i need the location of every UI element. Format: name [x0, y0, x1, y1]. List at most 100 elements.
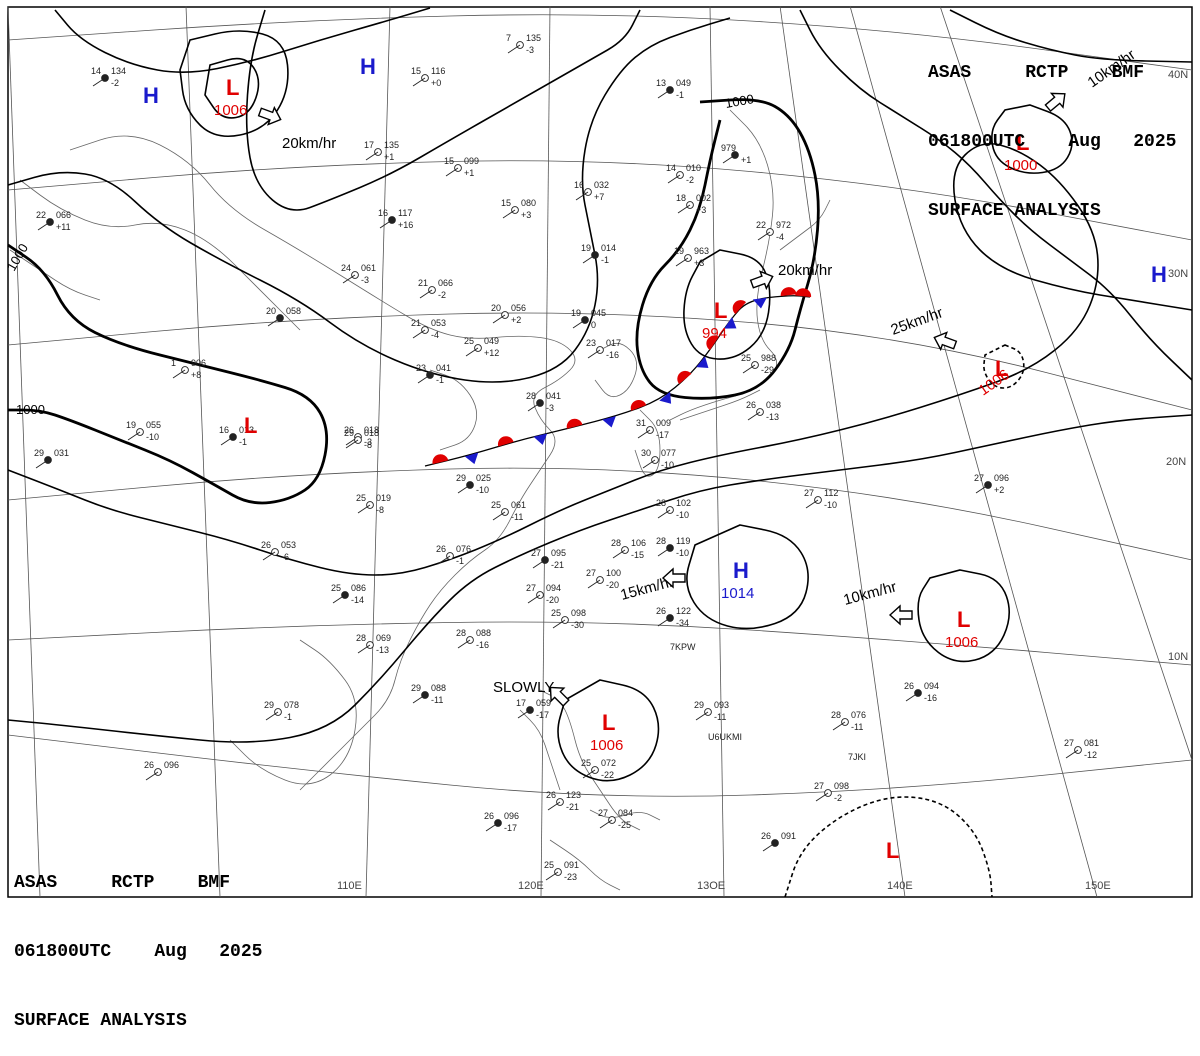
station-tendency: +1	[741, 155, 751, 165]
wind-barb	[379, 219, 393, 229]
station-pressure: 099	[464, 156, 479, 166]
station-tendency: +16	[398, 220, 413, 230]
station-temp: 25	[356, 493, 366, 503]
station-plot: 26 094 -16	[904, 681, 939, 703]
wind-barb	[1065, 749, 1079, 759]
station-temp: 25	[551, 608, 561, 618]
station-plot: 26 123 -21	[546, 790, 581, 812]
station-tendency: +3	[694, 258, 704, 268]
station-plot: 18 002 +3	[676, 193, 711, 215]
isobar	[784, 796, 993, 898]
station-plot: 28 076 -11	[831, 710, 866, 732]
parallel	[7, 160, 1193, 241]
wind-barb	[172, 369, 186, 379]
station-tendency: +3	[521, 210, 531, 220]
isobar	[635, 98, 820, 400]
high-pressure-center: H	[143, 83, 159, 108]
station-tendency: -1	[436, 375, 444, 385]
longitude-label: 13OE	[697, 880, 725, 892]
isobar	[686, 524, 809, 630]
station-tendency: +1	[464, 168, 474, 178]
station-plot: 23 041 -1	[416, 363, 451, 385]
station-pressure: 100	[606, 568, 621, 578]
station-pressure: 069	[376, 633, 391, 643]
station-tendency: +11	[56, 222, 71, 232]
station-tendency: -21	[551, 560, 564, 570]
station-tendency: +7	[594, 192, 604, 202]
motion-arrow-icon	[257, 105, 282, 126]
station-tendency: -1	[676, 90, 684, 100]
station-tendency: -16	[606, 350, 619, 360]
low-pressure-center: L 1006	[590, 710, 623, 754]
wind-barb	[695, 711, 709, 721]
cold-front-mark	[659, 391, 672, 404]
station-tendency: -4	[776, 232, 784, 242]
station-pressure: 906	[191, 358, 206, 368]
latitude-label: 30N	[1168, 268, 1188, 280]
graticule	[7, 5, 1193, 898]
station-plot: 26 096	[144, 760, 179, 781]
station-tendency: -30	[571, 620, 584, 630]
wind-barb	[437, 555, 451, 565]
station-temp: 979	[721, 143, 736, 153]
station-tendency: -2	[834, 793, 842, 803]
meridian	[540, 5, 551, 898]
station-tendency: -17	[536, 710, 549, 720]
station-plot: 26 038 -13	[746, 400, 781, 422]
station-plot: 21 066 -2	[418, 278, 453, 300]
station-pressure: 045	[591, 308, 606, 318]
station-pressure: 094	[924, 681, 939, 691]
station-temp: 26	[656, 606, 666, 616]
low-pressure-center: L 1006	[945, 607, 978, 651]
isobar	[7, 414, 1193, 743]
station-temp: 25	[331, 583, 341, 593]
station-plot: 25 098 -30	[551, 608, 586, 630]
station-temp: 27	[814, 781, 824, 791]
station-pressure: 053	[281, 540, 296, 550]
high-pressure-center: H	[1151, 262, 1167, 287]
station-pressure: 066	[56, 210, 71, 220]
wind-barb	[457, 484, 471, 494]
station-pressure: 009	[656, 418, 671, 428]
station-temp: 27	[974, 473, 984, 483]
station-temp: 22	[36, 210, 46, 220]
header-line2: 061800UTC Aug 2025	[14, 942, 263, 962]
station-tendency: -10	[824, 500, 837, 510]
wind-barb	[657, 509, 671, 519]
station-plot: 19 055 -10	[126, 420, 161, 442]
motion-arrow-icon	[888, 604, 913, 626]
station-temp: 15	[501, 198, 511, 208]
isobar	[7, 17, 731, 383]
wind-barb	[657, 547, 671, 557]
parallel	[7, 14, 1193, 71]
station-plot: 26 122 -34	[656, 606, 691, 628]
latitude-label: 20N	[1166, 456, 1186, 468]
warm-front-mark	[795, 288, 812, 298]
cold-front-mark	[752, 297, 767, 309]
station-tendency: -3	[546, 403, 554, 413]
wind-barb	[757, 231, 771, 241]
station-id: 7KPW	[670, 642, 696, 652]
wind-barb	[587, 579, 601, 589]
center-pressure: 1000	[1004, 157, 1037, 174]
station-pressure: 049	[676, 78, 691, 88]
station-tendency: -20	[546, 595, 559, 605]
station-tendency: +1	[384, 152, 394, 162]
parallel	[7, 467, 1193, 561]
wind-barb	[599, 819, 613, 829]
station-tendency: -17	[504, 823, 517, 833]
station-tendency: -10	[661, 460, 674, 470]
station-tendency: +2	[511, 315, 521, 325]
station-id: U6UKMI	[708, 732, 742, 742]
station-temp: 18	[676, 193, 686, 203]
station-temp: 29	[694, 700, 704, 710]
wind-barb	[492, 511, 506, 521]
station-pressure: 112	[824, 488, 838, 498]
station-pressure: 002	[696, 193, 711, 203]
wind-barb	[332, 594, 346, 604]
station-tendency: +2	[994, 485, 1004, 495]
wind-barb	[527, 402, 541, 412]
map-frame	[7, 6, 1193, 898]
station-plot: 25 086 -14	[331, 583, 366, 605]
